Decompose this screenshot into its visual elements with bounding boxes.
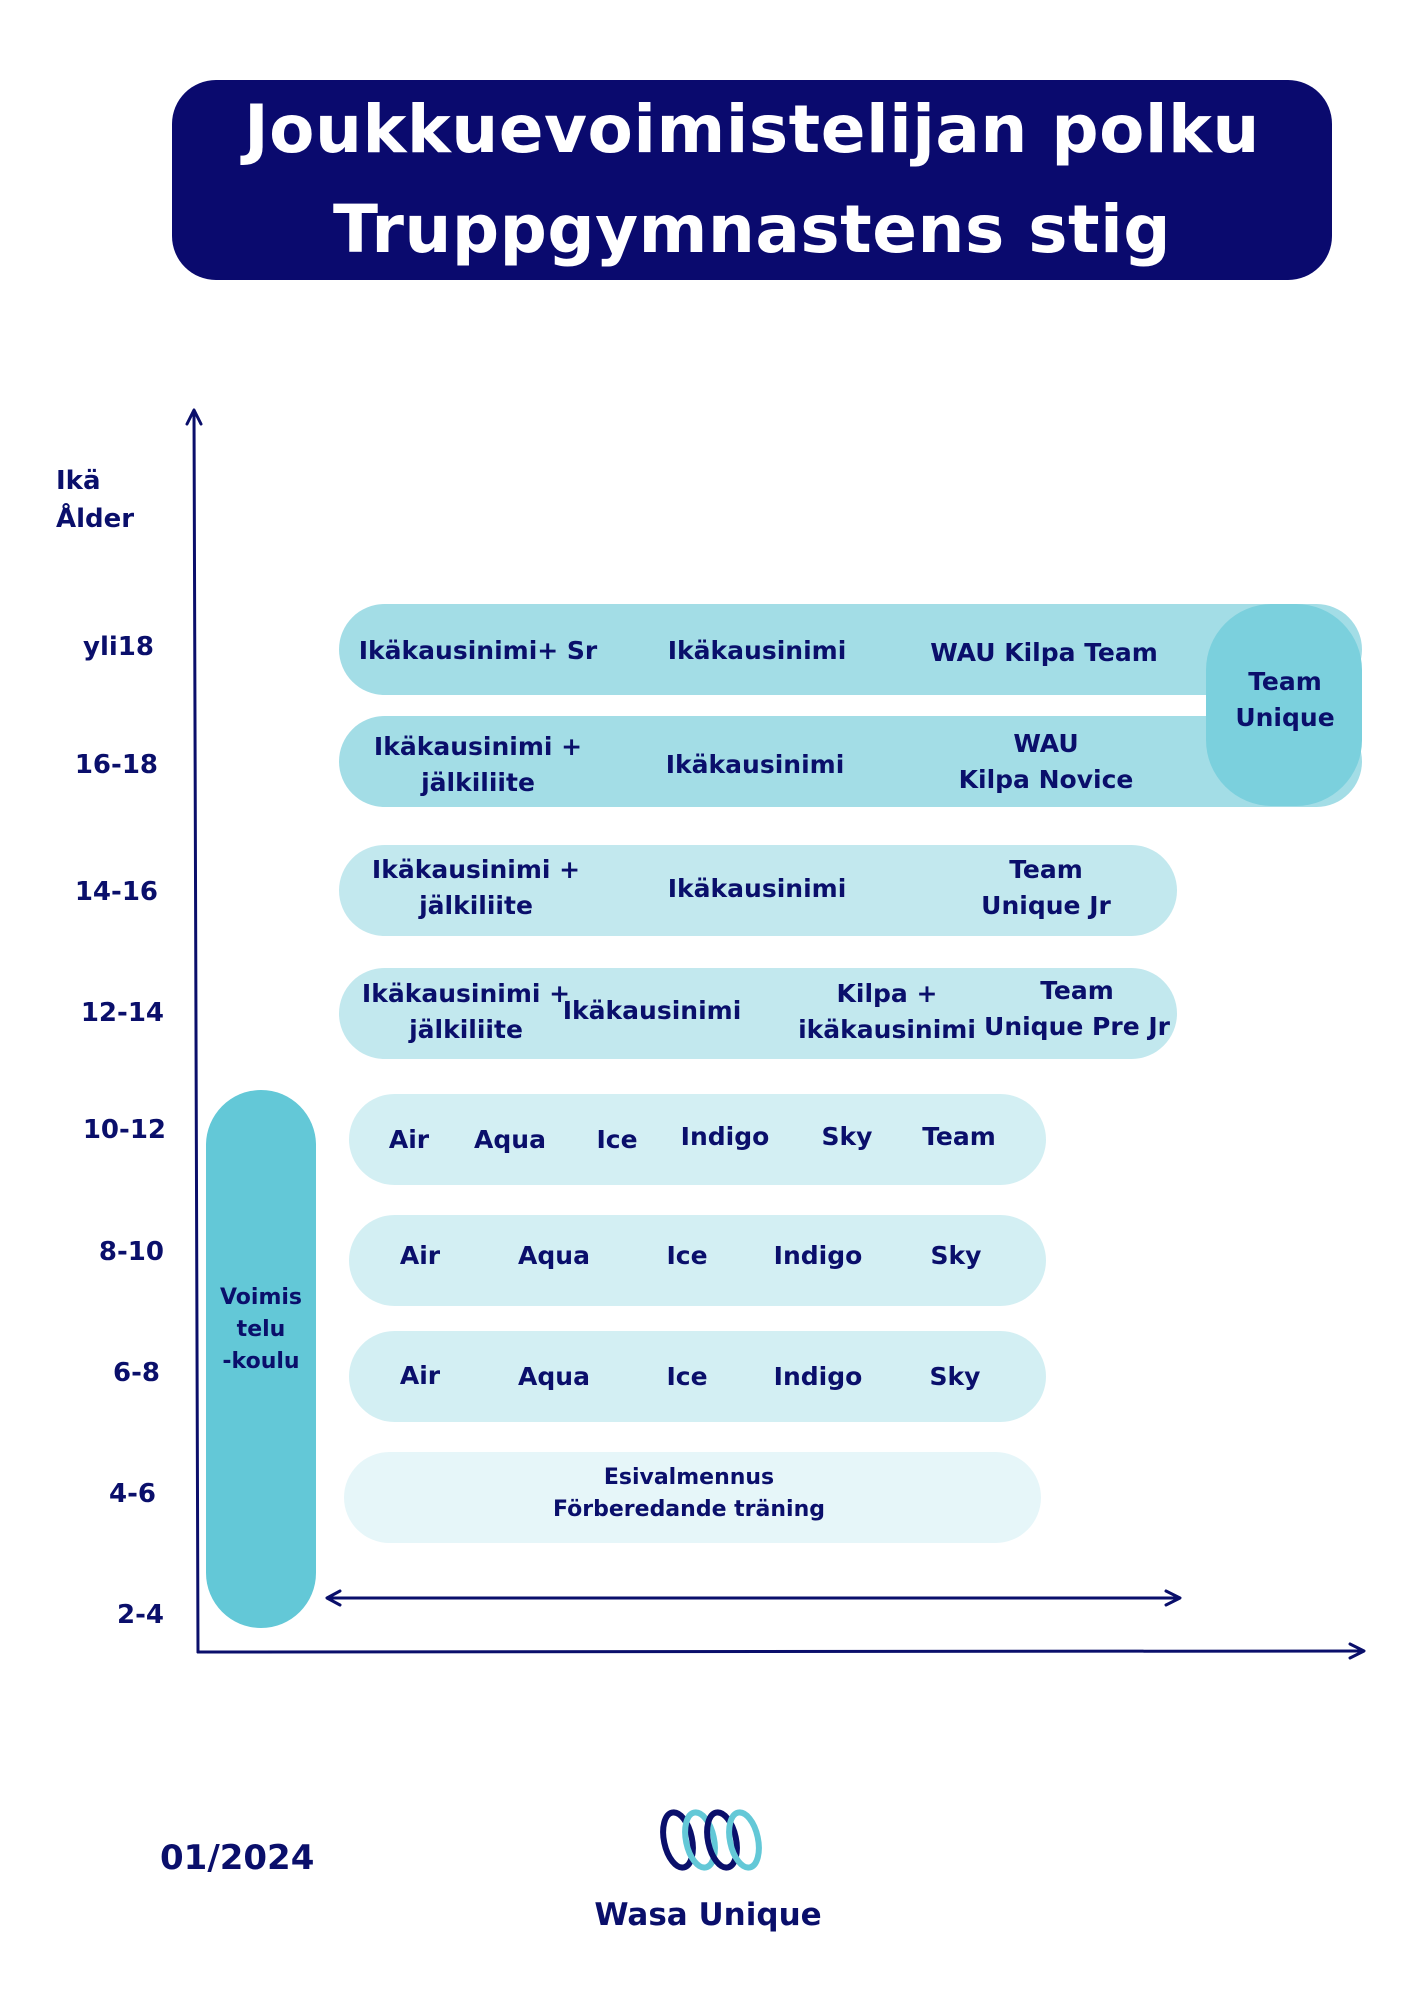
vertical-axis-arrowhead: [185, 408, 203, 426]
gymnastics-school-label: Voimis telu -koulu: [219, 1285, 303, 1374]
age-label-over-18: yli18: [83, 632, 154, 662]
age4-6-preparatory-training: Esivalmennus Förberedande träning: [553, 1465, 825, 1522]
age-label-14-16: 14-16: [74, 877, 158, 907]
age-label-10-12: 10-12: [82, 1115, 166, 1145]
double-arrow-right-head: [1164, 1589, 1182, 1607]
age12-14-group-1: Ikäkausinimi + jälkiliite: [361, 979, 571, 1044]
title-finnish: Joukkuevoimistelijan polku: [244, 91, 1260, 168]
age14-16-group-3: Team Unique Jr: [981, 855, 1111, 920]
row-14-16: [339, 845, 1177, 936]
axis-title-finnish: Ikä: [56, 466, 101, 496]
title-banner: Joukkuevoimistelijan polku Truppgymnaste…: [172, 80, 1332, 280]
age6-8-group-aqua: Aqua: [518, 1362, 590, 1391]
double-arrow-left-head: [325, 1589, 342, 1607]
horizontal-axis-arrowhead: [1348, 1642, 1366, 1660]
row-12-14: [339, 968, 1177, 1059]
age-label-12-14: 12-14: [80, 998, 164, 1028]
age-label-8-10: 8-10: [98, 1237, 164, 1267]
team-unique-label: Team Unique: [1235, 667, 1335, 732]
age10-12-group-team: Team: [922, 1122, 996, 1151]
age6-8-group-sky: Sky: [929, 1362, 981, 1391]
row-6-8: [349, 1331, 1046, 1422]
age10-12-group-indigo: Indigo: [680, 1122, 770, 1151]
age-label-16-18: 16-18: [74, 750, 158, 780]
age12-14-group-2: Ikäkausinimi: [562, 996, 742, 1025]
age10-12-group-aqua: Aqua: [474, 1125, 546, 1154]
age12-14-group-4: Team Unique Pre Jr: [984, 976, 1170, 1041]
age14-16-group-2: Ikäkausinimi: [667, 874, 847, 903]
age-label-4-6: 4-6: [109, 1479, 156, 1509]
age10-12-group-ice: Ice: [596, 1125, 638, 1154]
row-4-6: [344, 1452, 1041, 1543]
age6-8-group-ice: Ice: [666, 1362, 708, 1391]
axis-title-swedish: Ålder: [56, 504, 135, 534]
gymnastics-school-bar: [206, 1090, 316, 1628]
age-label-6-8: 6-8: [113, 1358, 160, 1388]
team-unique-block: [1206, 604, 1362, 806]
age8-10-group-aqua: Aqua: [518, 1241, 590, 1270]
age16-18-group-1: Ikäkausinimi + jälkiliite: [373, 732, 583, 797]
title-swedish: Truppgymnastens stig: [333, 191, 1171, 268]
age6-8-group-air: Air: [399, 1361, 441, 1390]
row-16-18: [339, 716, 1362, 807]
age6-8-group-indigo: Indigo: [773, 1362, 863, 1391]
row-over-18: [339, 604, 1362, 695]
row-10-12: [349, 1094, 1046, 1185]
axis-title: Ikä Ålder: [56, 462, 134, 538]
age8-10-group-indigo: Indigo: [773, 1241, 863, 1270]
over18-group-1: Ikäkausinimi+ Sr: [358, 636, 598, 665]
wasa-unique-logo-text: Wasa Unique: [594, 1897, 822, 1933]
horizontal-axis: [196, 1649, 1364, 1654]
row-8-10: [349, 1215, 1046, 1306]
age10-12-group-sky: Sky: [821, 1122, 873, 1151]
age16-18-group-2: Ikäkausinimi: [665, 750, 845, 779]
age16-18-group-3: WAU Kilpa Novice: [958, 729, 1134, 794]
over18-group-3: WAU Kilpa Team: [930, 638, 1158, 667]
over18-group-2: Ikäkausinimi: [667, 636, 847, 665]
age8-10-group-air: Air: [399, 1241, 441, 1270]
age8-10-group-sky: Sky: [930, 1241, 982, 1270]
age12-14-group-3: Kilpa + ikäkausinimi: [798, 979, 976, 1044]
age8-10-group-ice: Ice: [666, 1241, 708, 1270]
age14-16-group-1: Ikäkausinimi + jälkiliite: [371, 855, 581, 920]
edition-date: 01/2024: [160, 1838, 315, 1878]
wasa-unique-rings-logo-icon: [660, 1809, 762, 1871]
age-label-2-4: 2-4: [117, 1600, 164, 1630]
vertical-age-axis: [192, 410, 200, 1654]
age10-12-group-air: Air: [388, 1125, 430, 1154]
